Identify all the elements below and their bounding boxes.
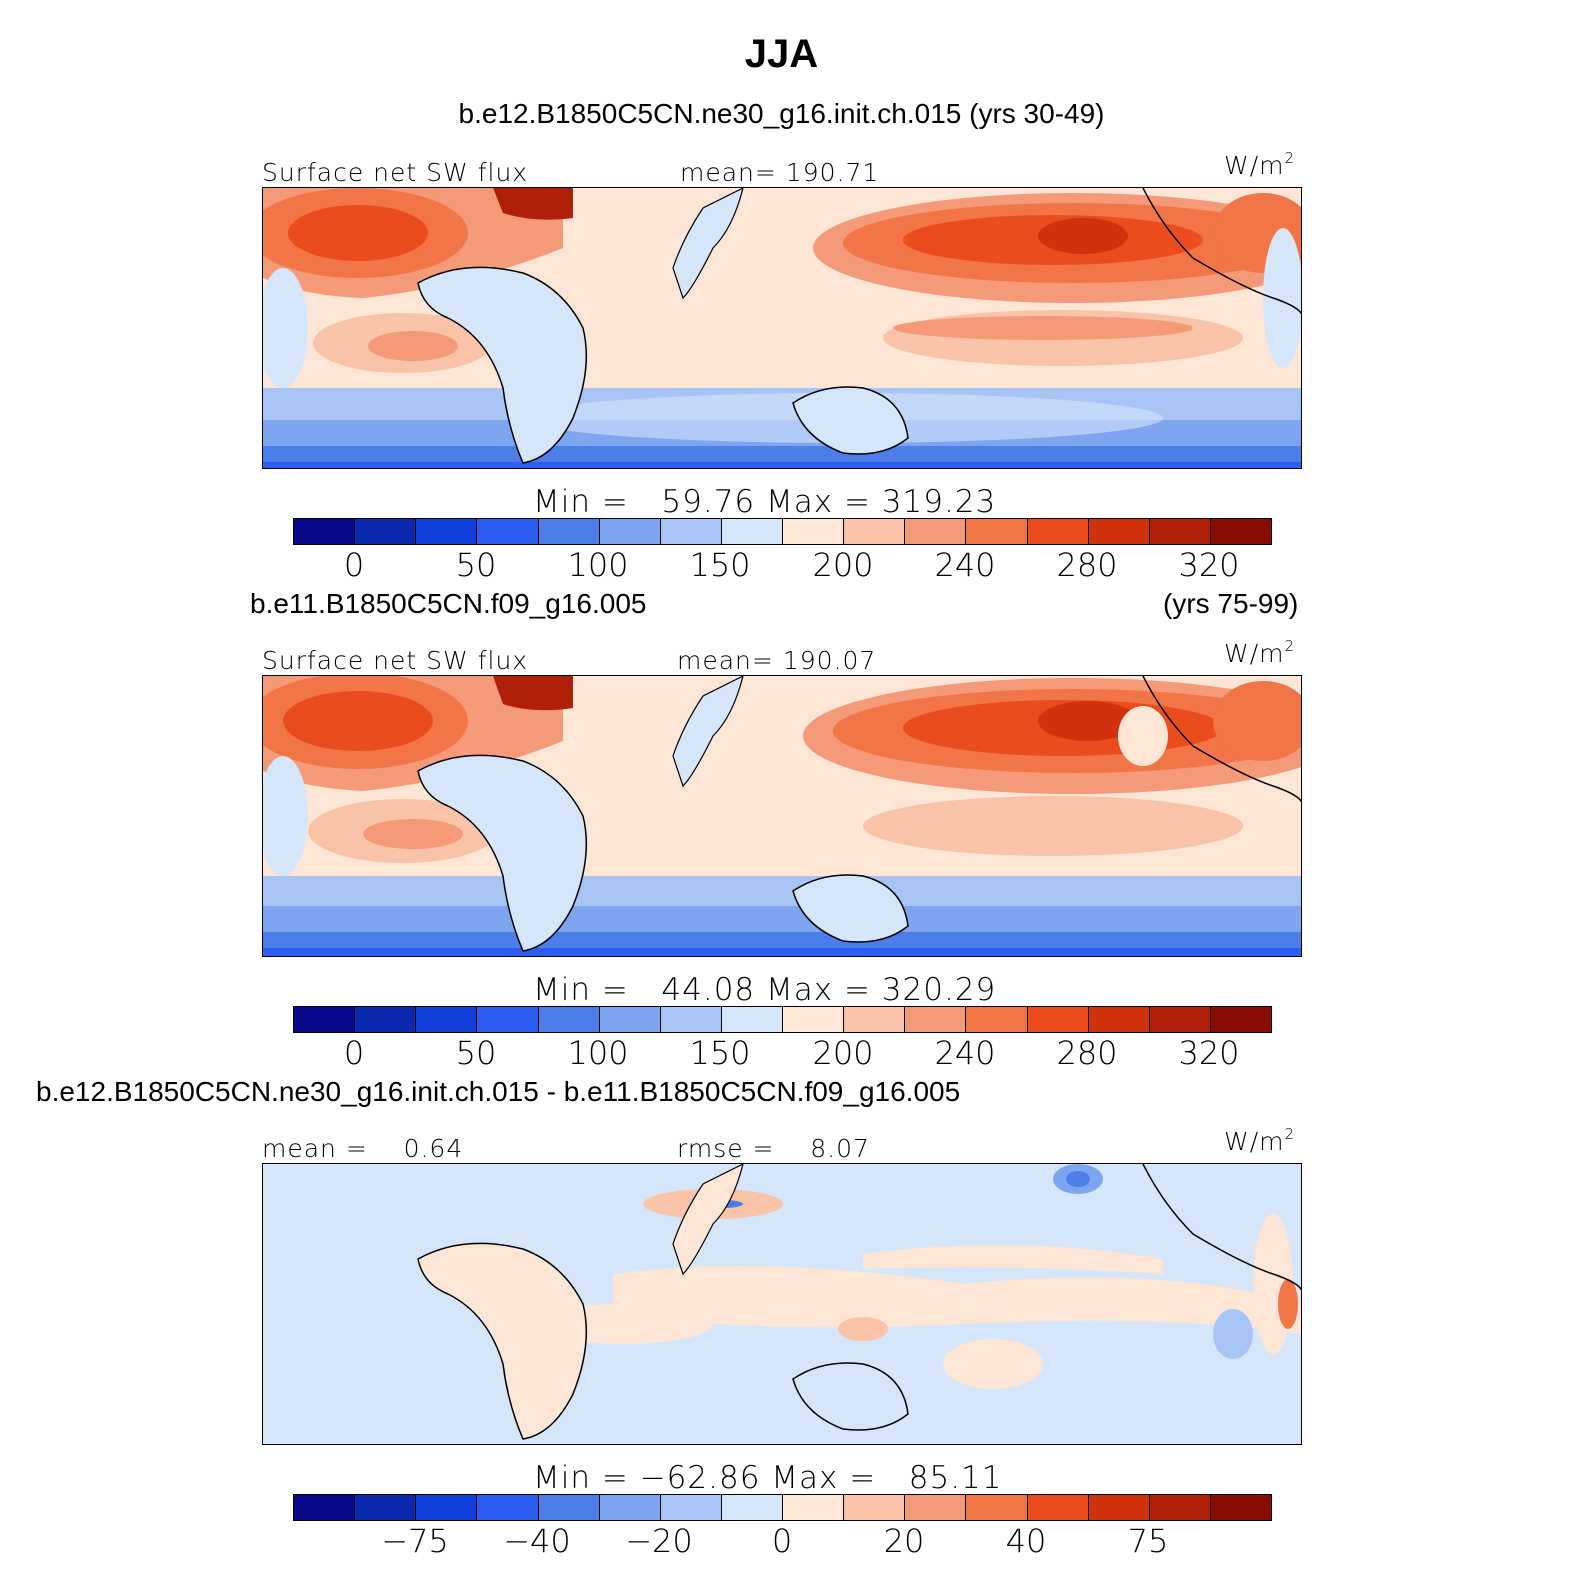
- colorbar-swatch: [1088, 1007, 1150, 1032]
- colorbar-swatch: [355, 1495, 417, 1520]
- panel-2-min-max: Min = 44.08 Max = 320.29: [533, 972, 997, 1008]
- colorbar-tick-label: 50: [455, 546, 497, 584]
- panel-3-rmse-label: rmse = 8.07: [677, 1134, 870, 1163]
- colorbar-tick-label: 0: [343, 546, 365, 584]
- colorbar-tick-label: 150: [689, 546, 751, 584]
- colorbar-swatch: [599, 519, 661, 544]
- colorbar-tick-label: 150: [689, 1034, 751, 1072]
- colorbar-swatch: [355, 1007, 417, 1032]
- colorbar-swatch: [355, 519, 417, 544]
- colorbar-tick-label: 240: [934, 1034, 996, 1072]
- figure-title: JJA: [744, 32, 819, 76]
- colorbar-tick-label: 0: [771, 1522, 793, 1560]
- colorbar-tick-label: −40: [503, 1522, 571, 1560]
- colorbar-swatch: [1210, 1495, 1271, 1520]
- colorbar-swatch: [844, 519, 906, 544]
- colorbar-swatch: [905, 1495, 967, 1520]
- panel-1-units: W/m2: [1224, 149, 1296, 180]
- panel-3-case-name: b.e12.B1850C5CN.ne30_g16.init.ch.015 - b…: [36, 1076, 961, 1107]
- colorbar-swatch: [416, 519, 478, 544]
- colorbar-swatch: [599, 1495, 661, 1520]
- panel-3-units: W/m2: [1224, 1125, 1296, 1156]
- colorbar-swatch: [538, 1007, 600, 1032]
- colorbar-tick-label: 240: [934, 546, 996, 584]
- colorbar-swatch: [294, 1007, 356, 1032]
- colorbar-swatch: [966, 1007, 1028, 1032]
- colorbar-swatch: [416, 1495, 478, 1520]
- colorbar-swatch: [1210, 519, 1271, 544]
- colorbar-swatch: [905, 519, 967, 544]
- colorbar-swatch: [416, 1007, 478, 1032]
- colorbar-tick-label: 280: [1056, 546, 1118, 584]
- colorbar-swatch: [1088, 519, 1150, 544]
- colorbar-swatch: [905, 1007, 967, 1032]
- colorbar-tick-label: 20: [883, 1522, 925, 1560]
- colorbar-tick-label: 100: [567, 546, 629, 584]
- colorbar-swatch: [660, 1495, 722, 1520]
- colorbar-tick-label: 40: [1005, 1522, 1047, 1560]
- colorbar-tick-label: 280: [1056, 1034, 1118, 1072]
- colorbar-tick-label: 200: [812, 1034, 874, 1072]
- panel-2-case-years: (yrs 75-99): [1163, 588, 1299, 619]
- panel-3-mean-label: mean = 0.64: [262, 1134, 464, 1163]
- panel-1-variable-label: Surface net SW flux: [262, 158, 529, 187]
- colorbar-swatch: [1149, 1007, 1211, 1032]
- colorbar-swatch: [660, 1007, 722, 1032]
- panel-2-map: [262, 675, 1302, 957]
- colorbar-tick-label: 320: [1178, 1034, 1240, 1072]
- panel-3-min-max: Min = −62.86 Max = 85.11: [533, 1460, 1003, 1496]
- colorbar-swatch: [844, 1495, 906, 1520]
- panel-1-min-max: Min = 59.76 Max = 319.23: [533, 484, 997, 520]
- panel-2-case-name: b.e11.B1850C5CN.f09_g16.005: [250, 588, 647, 619]
- panel-1-map: [262, 187, 1302, 469]
- colorbar-tick-label: 200: [812, 546, 874, 584]
- panel-1-colorbar: [293, 518, 1272, 545]
- panel-3-map: [262, 1163, 1302, 1445]
- colorbar-swatch: [477, 1495, 539, 1520]
- colorbar-swatch: [1210, 1007, 1271, 1032]
- colorbar-tick-label: 320: [1178, 546, 1240, 584]
- panel-2-units: W/m2: [1224, 637, 1296, 668]
- colorbar-swatch: [1027, 1007, 1089, 1032]
- colorbar-tick-label: −20: [625, 1522, 693, 1560]
- colorbar-swatch: [477, 519, 539, 544]
- colorbar-swatch: [294, 519, 356, 544]
- colorbar-swatch: [538, 519, 600, 544]
- colorbar-swatch: [294, 1495, 356, 1520]
- colorbar-swatch: [1027, 1495, 1089, 1520]
- colorbar-swatch: [721, 1495, 783, 1520]
- colorbar-swatch: [538, 1495, 600, 1520]
- colorbar-swatch: [783, 1007, 845, 1032]
- panel-2-colorbar: [293, 1006, 1272, 1033]
- panel-2-mean-label: mean= 190.07: [677, 646, 877, 675]
- colorbar-swatch: [1027, 519, 1089, 544]
- panel-3-map-field: [263, 1164, 1301, 1444]
- colorbar-swatch: [1149, 1495, 1211, 1520]
- panel-2-map-field: [263, 676, 1301, 956]
- colorbar-swatch: [783, 1495, 845, 1520]
- colorbar-swatch: [783, 519, 845, 544]
- colorbar-tick-label: −75: [381, 1522, 449, 1560]
- colorbar-swatch: [966, 1495, 1028, 1520]
- colorbar-tick-label: 100: [567, 1034, 629, 1072]
- colorbar-swatch: [721, 519, 783, 544]
- colorbar-tick-label: 75: [1127, 1522, 1169, 1560]
- panel-2-variable-label: Surface net SW flux: [262, 646, 529, 675]
- colorbar-swatch: [1088, 1495, 1150, 1520]
- panel-1-map-field: [263, 188, 1301, 468]
- colorbar-swatch: [844, 1007, 906, 1032]
- colorbar-tick-label: 50: [455, 1034, 497, 1072]
- colorbar-swatch: [477, 1007, 539, 1032]
- colorbar-swatch: [966, 519, 1028, 544]
- colorbar-swatch: [599, 1007, 661, 1032]
- panel-3-colorbar: [293, 1494, 1272, 1521]
- panel-1-case-name: b.e12.B1850C5CN.ne30_g16.init.ch.015 (yr…: [458, 98, 1105, 129]
- colorbar-swatch: [660, 519, 722, 544]
- colorbar-swatch: [721, 1007, 783, 1032]
- panel-1-mean-label: mean= 190.71: [680, 158, 880, 187]
- colorbar-swatch: [1149, 519, 1211, 544]
- colorbar-tick-label: 0: [343, 1034, 365, 1072]
